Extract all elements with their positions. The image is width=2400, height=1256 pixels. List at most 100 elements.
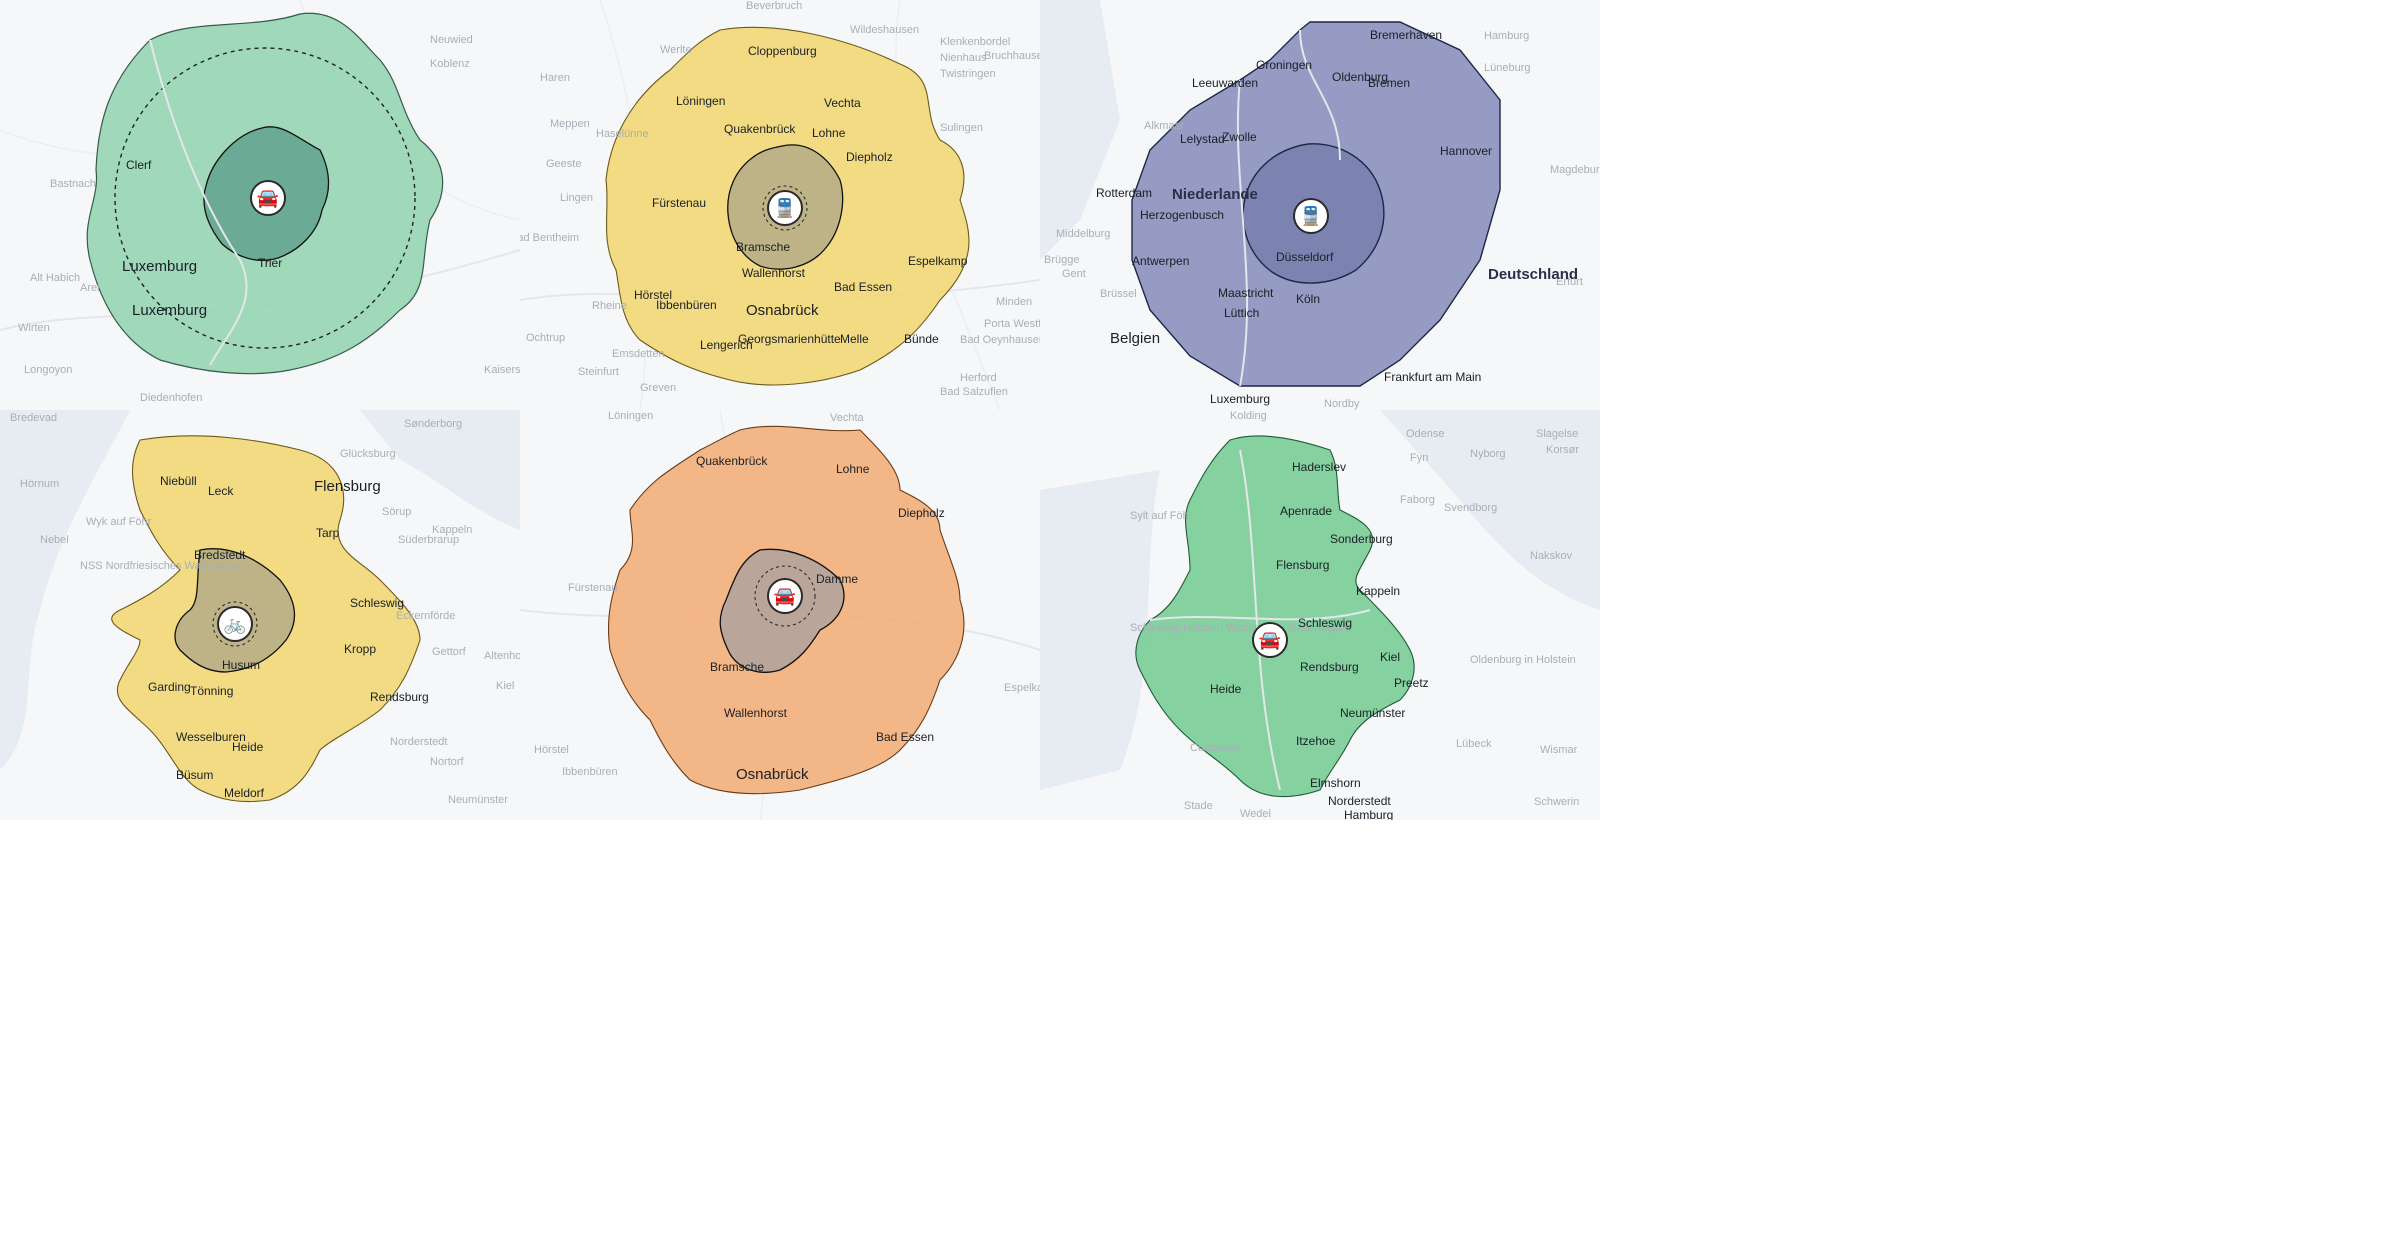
basemap-label: Nebel: [40, 534, 69, 546]
basemap-label: Vechta: [830, 412, 864, 424]
city-label: Groningen: [1256, 58, 1313, 72]
basemap-label: Schwerin: [1534, 796, 1580, 808]
city-label: Rendsburg: [370, 690, 429, 704]
basemap-label: Espelkamp: [1004, 682, 1040, 694]
basemap-label: Klenkenbordel: [940, 36, 1011, 48]
basemap-label: Herford: [960, 372, 997, 384]
city-label: Flensburg: [1276, 558, 1330, 572]
city-label: Ibbenbüren: [656, 298, 717, 312]
basemap-label: Lingen: [560, 192, 594, 204]
city-label: Husum: [222, 658, 261, 672]
basemap-label: Brüssel: [1100, 288, 1137, 300]
city-label: Bad Essen: [834, 280, 893, 294]
city-label: Vechta: [824, 96, 861, 110]
car-icon[interactable]: 🚘: [767, 578, 803, 614]
city-label: Antwerpen: [1132, 254, 1190, 268]
city-label: Rotterdam: [1096, 186, 1153, 200]
city-label: Damme: [816, 572, 859, 586]
city-label: Osnabrück: [736, 766, 809, 783]
city-label: Bünde: [904, 332, 939, 346]
train-icon[interactable]: 🚆: [767, 190, 803, 226]
basemap-label: Kiel: [496, 680, 515, 692]
basemap-label: Korsør: [1546, 444, 1579, 456]
map-panel-osnabrueck-car[interactable]: Löningen Vechta Fürstenau Espelkamp Hörs…: [520, 410, 1040, 820]
city-label: Trier: [258, 256, 283, 270]
city-label: Leck: [208, 484, 234, 498]
basemap-label: Koblenz: [430, 58, 470, 70]
basemap-label: Neumünster: [448, 794, 508, 806]
basemap-label: Minden: [996, 296, 1033, 308]
bicycle-icon[interactable]: 🚲: [217, 606, 253, 642]
basemap-label: Wismar: [1540, 744, 1578, 756]
basemap-label: Eckernförde: [396, 610, 456, 622]
basemap-label: Hamburg: [1484, 30, 1530, 42]
basemap-label: Schleswig-Holstein Wattenmeer Nationalpa…: [1130, 622, 1351, 634]
city-label: Fürstenau: [652, 196, 707, 210]
basemap-label: Nienhaus: [940, 52, 987, 64]
radius-circle: [114, 47, 416, 349]
basemap-svg: [520, 410, 1040, 820]
basemap-label: Fürstenau: [568, 582, 618, 594]
basemap-label: Haren: [540, 72, 570, 84]
city-label: Kropp: [344, 642, 377, 656]
basemap-label: Oldenburg in Holstein: [1470, 654, 1576, 666]
basemap-label: Nakskov: [1530, 550, 1573, 562]
city-label: Düsseldorf: [1276, 250, 1334, 264]
basemap-label: Twistringen: [940, 68, 996, 80]
city-label: Schleswig: [1298, 616, 1353, 630]
city-label: Büsum: [176, 768, 214, 782]
city-label: Lengerich: [700, 338, 753, 352]
basemap-label: Wirten: [18, 322, 50, 334]
city-label: Luxemburg: [122, 258, 198, 275]
basemap-label: Meppen: [550, 118, 590, 130]
city-label: Hamburg: [1344, 808, 1394, 820]
city-label: Belgien: [1110, 330, 1161, 347]
train-icon[interactable]: 🚆: [1293, 198, 1329, 234]
basemap-label: Emsdetten: [612, 348, 665, 360]
city-label: Meldorf: [224, 786, 265, 800]
map-panel-schleswig-holstein-car[interactable]: Kolding Odense Slagelse Nyborg Korsør Fy…: [1040, 410, 1600, 820]
basemap-label: Wildeshausen: [850, 24, 920, 36]
city-label: Lüttich: [1224, 306, 1260, 320]
map-panel-osnabrueck-train[interactable]: Beverbruch Wildeshausen Werlte Klenkenbo…: [520, 0, 1040, 410]
city-label: Kiel: [1380, 650, 1401, 664]
basemap-label: Sønderborg: [404, 418, 463, 430]
basemap-label: Rheine: [592, 300, 627, 312]
map-panel-nordfriesland-bike[interactable]: Bredevad Sønderborg Glücksburg Hörnum Sö…: [0, 410, 520, 820]
basemap-label: Sörup: [382, 506, 412, 518]
city-label: Garding: [148, 680, 191, 694]
basemap-label: Bastnach: [50, 178, 96, 190]
basemap-label: Arel: [80, 282, 100, 294]
city-label: Oldenburg: [1332, 70, 1389, 84]
city-label: Köln: [1296, 292, 1321, 306]
city-label: Bramsche: [710, 660, 765, 674]
basemap-label: Hörstel: [534, 744, 569, 756]
basemap-label: Stade: [1184, 800, 1213, 812]
map-panel-luxemburg[interactable]: Neuwied Koblenz Bastnach Alt Habich Arel…: [0, 0, 520, 410]
basemap-label: Bad Oeynhausen: [960, 334, 1040, 346]
city-label: Zwolle: [1222, 130, 1257, 144]
city-label: Bremen: [1368, 76, 1411, 90]
city-label: Espelkamp: [908, 254, 968, 268]
city-label: Tönning: [190, 684, 234, 698]
basemap-label: Kappeln: [432, 524, 473, 536]
car-icon[interactable]: 🚘: [250, 180, 286, 216]
city-label: Norderstedt: [1328, 794, 1391, 808]
basemap-label: Nyborg: [1470, 448, 1506, 460]
map-panel-niederlande-deutschland[interactable]: Hamburg Lüneburg Magdeburg Erfurt Gent B…: [1040, 0, 1600, 410]
city-label: Bramsche: [736, 240, 791, 254]
basemap-label: Glücksburg: [340, 448, 396, 460]
city-label: Diepholz: [846, 150, 893, 164]
basemap-label: Magdeburg: [1550, 164, 1600, 176]
basemap-label: Gent: [1062, 268, 1086, 280]
basemap-label: Cuxhaven: [1190, 742, 1240, 754]
car-icon[interactable]: 🚘: [1252, 622, 1288, 658]
city-label: Löningen: [676, 94, 726, 108]
city-label: Maastricht: [1218, 286, 1274, 300]
city-label: Bredstedt: [194, 548, 246, 562]
basemap-label: Neuwied: [430, 34, 473, 46]
basemap-label: Süderbrarup: [398, 534, 460, 546]
basemap-label: Svendborg: [1444, 502, 1498, 514]
basemap-label: Altenholz: [484, 650, 520, 662]
